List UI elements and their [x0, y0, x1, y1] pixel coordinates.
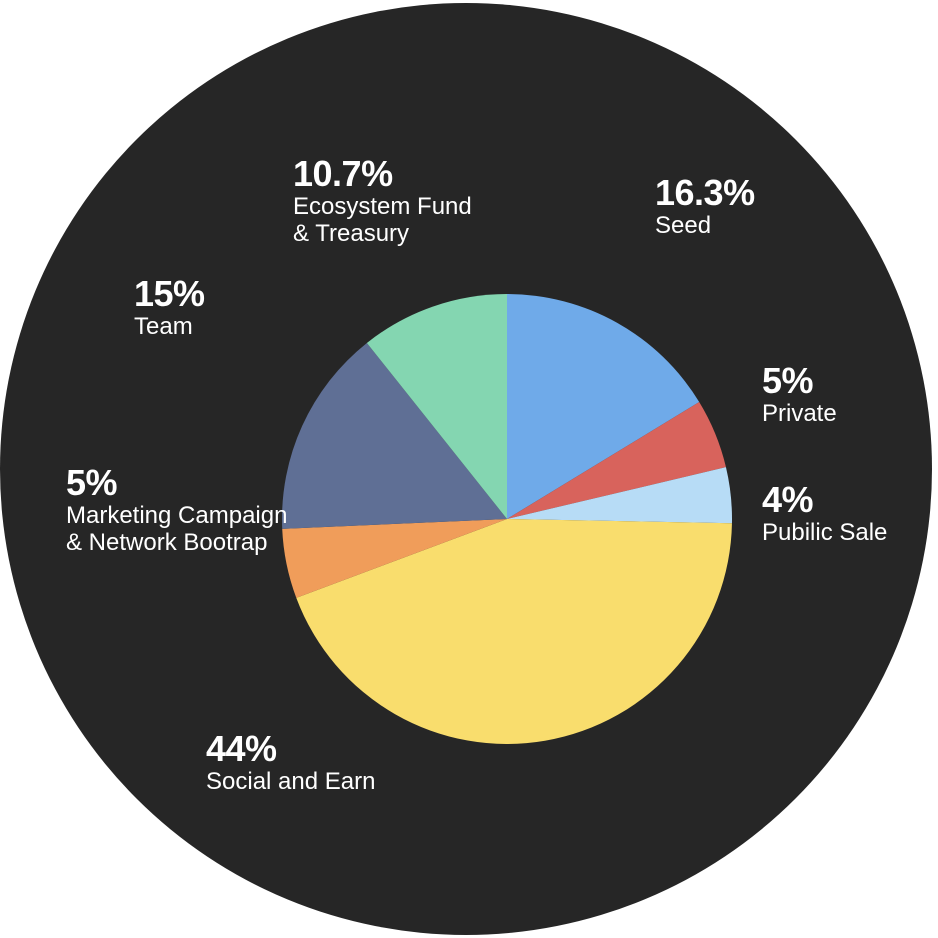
slice-public-sale [507, 467, 733, 524]
value-label-ecosystem: 10.7% [293, 153, 393, 194]
value-label-marketing: 5% [66, 462, 118, 503]
label-seed: 16.3% Seed [655, 172, 755, 240]
slice-seed [507, 294, 700, 519]
label-public-sale: 4% Pubilic Sale [762, 479, 888, 547]
name-label-private: Private [762, 400, 837, 428]
slice-private [507, 402, 726, 519]
slice-social-and-earn [296, 519, 732, 744]
name-label-team: Team [134, 313, 193, 341]
value-label-team: 15% [134, 273, 205, 314]
name-label-seed: Seed [655, 212, 712, 240]
label-ecosystem: 10.7% Ecosystem Fund & Treasury [293, 153, 472, 248]
value-label-private: 5% [762, 360, 814, 401]
slice-marketing [282, 519, 507, 598]
label-team: 15% Team [134, 273, 205, 341]
name-label-ecosystem: Ecosystem Fund & Treasury [293, 193, 472, 248]
value-label-public-sale: 4% [762, 479, 814, 520]
label-marketing: 5% Marketing Campaign & Network Bootrap [66, 462, 288, 557]
value-label-social-and-earn: 44% [206, 728, 277, 769]
slice-ecosystem [366, 293, 507, 519]
label-social-and-earn: 44% Social and Earn [206, 728, 376, 796]
name-label-social-and-earn: Social and Earn [206, 768, 376, 796]
slice-team [282, 342, 507, 529]
pie-slices [282, 293, 733, 744]
label-private: 5% Private [762, 360, 837, 428]
name-label-public-sale: Pubilic Sale [762, 519, 888, 547]
name-label-marketing: Marketing Campaign & Network Bootrap [66, 502, 288, 557]
value-label-seed: 16.3% [655, 172, 755, 213]
